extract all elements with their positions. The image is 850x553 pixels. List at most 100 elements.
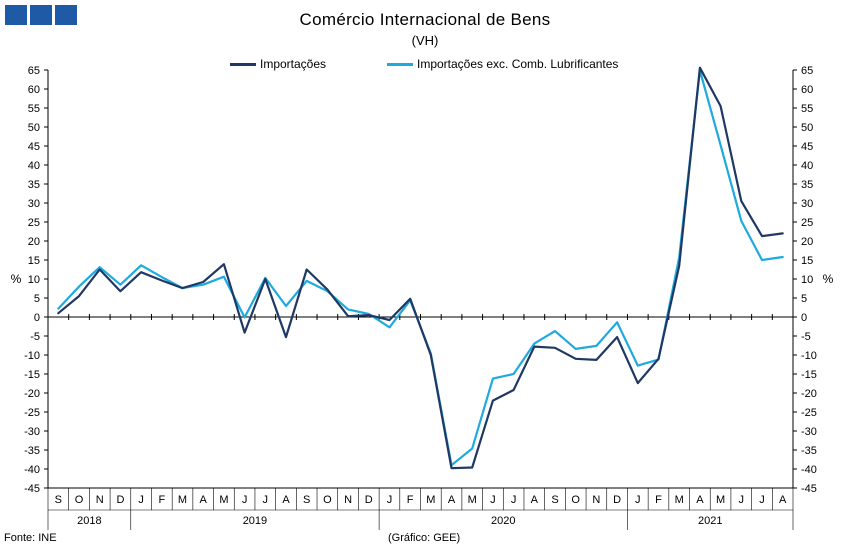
y-tick-label-right: -35 xyxy=(801,445,817,457)
y-tick-label-left: 0 xyxy=(34,312,40,324)
y-tick-label-left: -40 xyxy=(24,464,40,476)
logo-square-3 xyxy=(55,5,77,25)
y-axis-label-left: % xyxy=(11,272,22,286)
x-tick-label-month: O xyxy=(571,494,580,506)
x-tick-label-year: 2019 xyxy=(243,515,267,527)
x-tick-label-month: J xyxy=(635,494,641,506)
y-tick-label-right: 15 xyxy=(801,255,813,267)
x-tick-label-month: J xyxy=(138,494,144,506)
x-tick-label-month: A xyxy=(200,494,208,506)
y-tick-label-left: -25 xyxy=(24,407,40,419)
x-tick-label-month: J xyxy=(263,494,269,506)
y-tick-label-right: 45 xyxy=(801,141,813,153)
y-tick-label-left: 35 xyxy=(28,179,40,191)
y-axis-label-right: % xyxy=(823,272,834,286)
y-tick-label-right: 55 xyxy=(801,103,813,115)
y-tick-label-left: -30 xyxy=(24,426,40,438)
x-tick-label-month: D xyxy=(613,494,621,506)
legend-swatch-importacoes xyxy=(230,62,256,66)
x-tick-label-month: M xyxy=(219,494,228,506)
y-tick-label-right: 5 xyxy=(801,293,807,305)
y-tick-label-left: 50 xyxy=(28,122,40,134)
y-tick-label-right: 20 xyxy=(801,236,813,248)
x-tick-label-month: N xyxy=(344,494,352,506)
x-tick-label-year: 2018 xyxy=(77,515,101,527)
y-tick-label-left: 60 xyxy=(28,84,40,96)
x-tick-label-month: O xyxy=(323,494,332,506)
y-tick-label-right: 40 xyxy=(801,160,813,172)
x-tick-label-month: N xyxy=(592,494,600,506)
legend-item-importacoes-exc: Importações exc. Comb. Lubrificantes xyxy=(387,57,618,71)
y-tick-label-left: 5 xyxy=(34,293,40,305)
legend-label-importacoes: Importações xyxy=(260,57,327,71)
x-tick-label-month: M xyxy=(675,494,684,506)
chart-credit: (Gráfico: GEE) xyxy=(388,532,461,544)
logo-square-2 xyxy=(30,5,52,25)
y-tick-label-left: 25 xyxy=(28,217,40,229)
y-tick-label-left: -20 xyxy=(24,388,40,400)
legend-item-importacoes: Importações xyxy=(230,57,326,71)
series-line-importacoes-exc xyxy=(57,69,784,467)
y-tick-label-right: 30 xyxy=(801,198,813,210)
y-tick-label-left: -45 xyxy=(24,483,40,495)
x-tick-label-month: N xyxy=(96,494,104,506)
x-tick-label-month: M xyxy=(426,494,435,506)
y-tick-label-left: 20 xyxy=(28,236,40,248)
y-tick-label-right: -45 xyxy=(801,483,817,495)
logo-square-1 xyxy=(5,5,27,25)
x-tick-label-month: J xyxy=(490,494,496,506)
x-tick-label-month: A xyxy=(282,494,290,506)
y-tick-label-right: 0 xyxy=(801,312,807,324)
y-tick-label-left: 45 xyxy=(28,141,40,153)
y-tick-label-right: -30 xyxy=(801,426,817,438)
x-tick-label-month: F xyxy=(407,494,414,506)
x-tick-label-month: J xyxy=(511,494,517,506)
y-tick-label-left: 30 xyxy=(28,198,40,210)
y-tick-label-right: 65 xyxy=(801,65,813,77)
y-tick-label-right: -40 xyxy=(801,464,817,476)
x-tick-label-month: F xyxy=(655,494,662,506)
x-tick-label-month: S xyxy=(303,494,310,506)
y-tick-label-right: 60 xyxy=(801,84,813,96)
x-tick-label-month: S xyxy=(551,494,558,506)
chart-title: Comércio Internacional de Bens xyxy=(299,10,551,29)
x-tick-label-month: J xyxy=(242,494,248,506)
y-tick-label-left: 15 xyxy=(28,255,40,267)
series-line-importacoes xyxy=(57,66,784,470)
x-tick-label-month: J xyxy=(387,494,393,506)
source-note: Fonte: INE xyxy=(4,532,57,544)
x-tick-label-month: D xyxy=(116,494,124,506)
x-tick-label-month: M xyxy=(716,494,725,506)
y-tick-label-right: 50 xyxy=(801,122,813,134)
y-tick-label-right: 25 xyxy=(801,217,813,229)
y-tick-label-right: -15 xyxy=(801,369,817,381)
chart-subtitle: (VH) xyxy=(411,33,439,48)
y-tick-label-left: 10 xyxy=(28,274,40,286)
x-tick-label-month: S xyxy=(55,494,62,506)
y-tick-label-right: -5 xyxy=(801,331,811,343)
x-tick-label-month: J xyxy=(739,494,745,506)
x-tick-label-month: O xyxy=(75,494,84,506)
legend-label-importacoes-exc: Importações exc. Comb. Lubrificantes xyxy=(417,57,619,71)
y-tick-label-left: 40 xyxy=(28,160,40,172)
y-tick-label-left: -5 xyxy=(30,331,40,343)
y-tick-label-right: -25 xyxy=(801,407,817,419)
y-tick-label-left: -10 xyxy=(24,350,40,362)
x-tick-label-year: 2021 xyxy=(698,515,722,527)
x-tick-label-month: F xyxy=(158,494,165,506)
y-tick-label-left: -15 xyxy=(24,369,40,381)
x-tick-label-month: M xyxy=(468,494,477,506)
x-tick-label-month: J xyxy=(759,494,765,506)
x-tick-label-month: A xyxy=(448,494,456,506)
x-tick-label-month: A xyxy=(696,494,704,506)
x-tick-label-month: D xyxy=(365,494,373,506)
y-tick-label-left: 65 xyxy=(28,65,40,77)
y-tick-label-right: 35 xyxy=(801,179,813,191)
x-tick-label-month: M xyxy=(178,494,187,506)
y-tick-label-right: -10 xyxy=(801,350,817,362)
x-tick-label-month: A xyxy=(531,494,539,506)
y-tick-label-right: 10 xyxy=(801,274,813,286)
x-tick-label-month: A xyxy=(779,494,787,506)
legend-swatch-importacoes-exc xyxy=(387,62,413,66)
